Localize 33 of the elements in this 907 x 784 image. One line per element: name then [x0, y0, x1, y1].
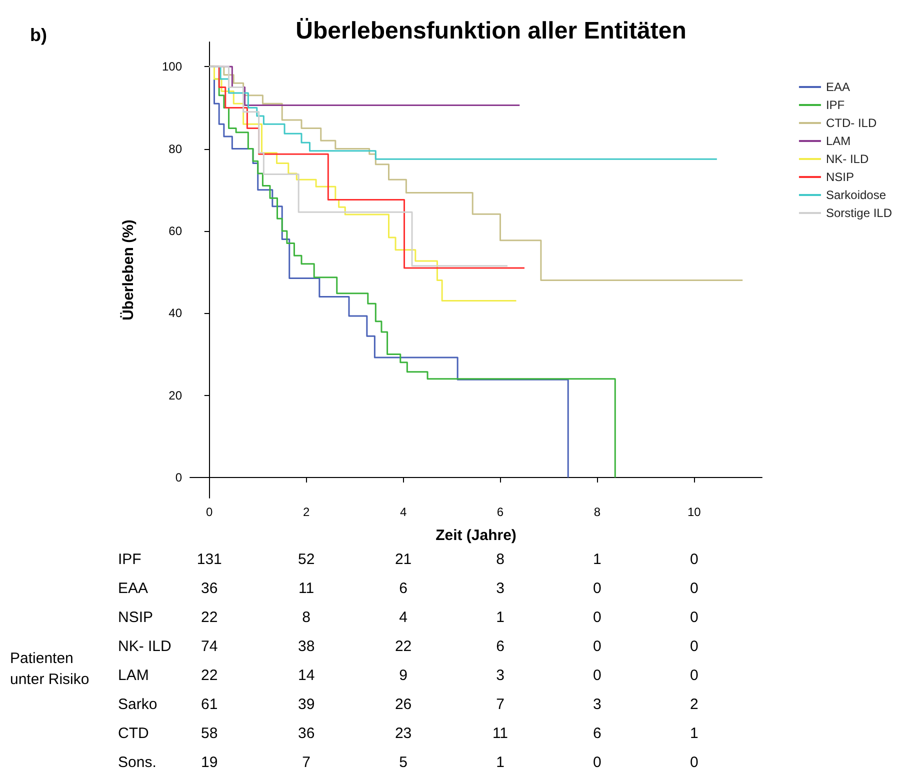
y-tick-label: 80 [168, 142, 182, 156]
legend-label: Sarkoidose [826, 188, 886, 202]
y-tick-label: 40 [168, 306, 182, 320]
text: NSIP 22 8 4 1 0 0 [118, 609, 698, 626]
chart-title: Überlebensfunktion aller Entitäten [296, 18, 686, 44]
x-tick-label: 10 [687, 505, 702, 519]
text: b) [30, 25, 47, 45]
text: CTD 58 36 23 11 6 1 [118, 725, 698, 742]
x-tick-label: 4 [400, 505, 407, 519]
text: Sarko 61 39 26 7 3 2 [118, 696, 698, 713]
legend-label: CTD- ILD [826, 116, 877, 130]
legend-label: Sorstige ILD [826, 206, 892, 220]
y-axis-title: Überleben (%) [120, 220, 137, 320]
text: NK- ILD 74 38 22 6 0 0 [118, 638, 698, 655]
legend-label: LAM [826, 134, 851, 148]
x-tick-label: 6 [496, 505, 504, 519]
text: EAA 36 11 6 3 0 0 [118, 580, 698, 597]
text: Sons. 19 7 5 1 0 0 [118, 754, 698, 771]
text: Patienten unter Risiko [10, 650, 90, 688]
legend-label: NK- ILD [826, 152, 869, 166]
legend-label: IPF [826, 98, 845, 112]
y-tick-label: 100 [162, 60, 182, 74]
legend-label: NSIP [826, 170, 854, 184]
x-tick-label: 0 [206, 505, 214, 519]
y-tick-label: 20 [168, 388, 182, 402]
text: IPF 131 52 21 8 1 0 [118, 551, 698, 568]
x-tick-label: 2 [302, 505, 310, 519]
y-tick-label: 0 [175, 470, 182, 484]
y-tick-label: 60 [168, 224, 182, 238]
x-axis-title: Zeit (Jahre) [436, 527, 516, 544]
x-tick-label: 8 [594, 505, 601, 519]
legend-label: EAA [826, 80, 850, 94]
text: LAM 22 14 9 3 0 0 [118, 667, 698, 684]
